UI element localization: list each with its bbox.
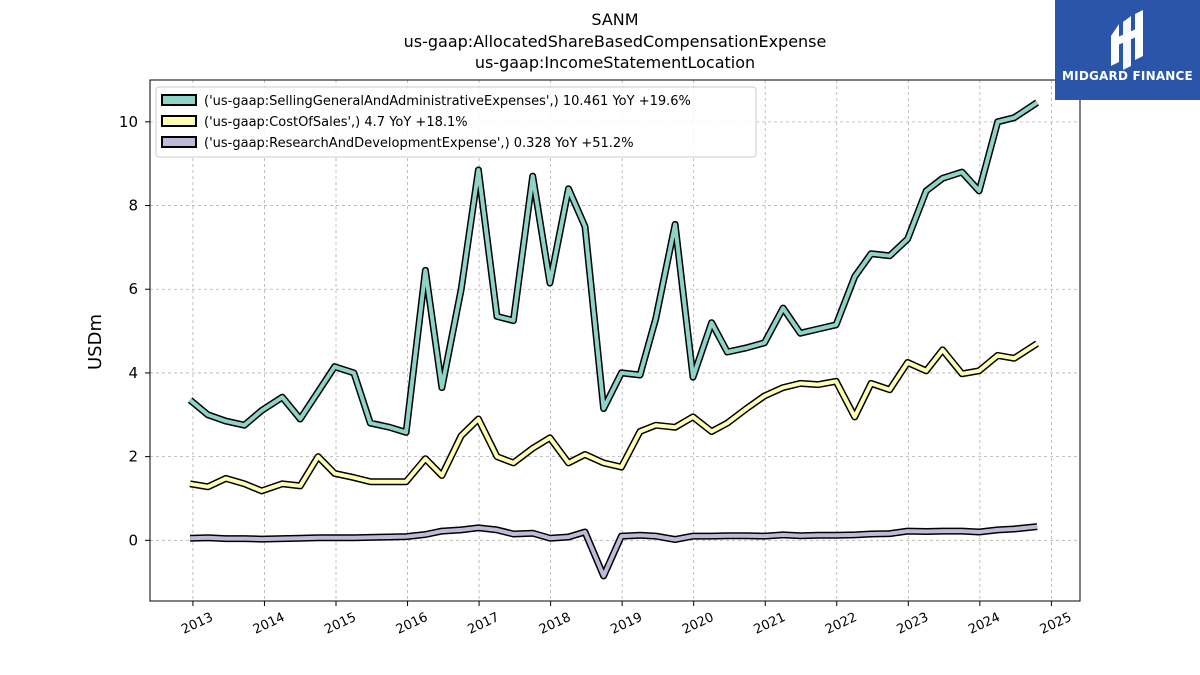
legend: ('us-gaap:SellingGeneralAndAdministrativ…: [155, 86, 757, 158]
x-tick-label: 2023: [895, 610, 931, 638]
x-tick-label: 2019: [609, 610, 645, 638]
plot-frame: [149, 79, 1081, 602]
y-tick-label: 4: [128, 364, 138, 382]
legend-swatch: [161, 115, 197, 127]
x-tick-label: 2022: [823, 610, 859, 638]
y-tick-label: 2: [128, 448, 138, 466]
x-tick-label: 2015: [322, 610, 358, 638]
legend-label: ('us-gaap:ResearchAndDevelopmentExpense'…: [204, 136, 634, 151]
x-tick-label: 2020: [680, 610, 716, 638]
x-tick-label: 2021: [752, 610, 788, 638]
y-axis-label: USDm: [85, 314, 106, 370]
chart-subtitle-location: us-gaap:IncomeStatementLocation: [474, 53, 756, 72]
logo-text: MIDGARD FINANCE: [1062, 69, 1193, 83]
grid-layer: [150, 80, 1080, 601]
series-line: [190, 524, 1038, 578]
x-tick-label: 2025: [1038, 610, 1074, 638]
legend-swatch: [161, 136, 197, 148]
series-line: [188, 100, 1039, 435]
logo-mark-icon: [1111, 10, 1143, 70]
legend-swatch: [161, 94, 197, 106]
y-tick-label: 0: [128, 531, 138, 549]
x-tick-label: 2024: [966, 610, 1002, 638]
series-line: [189, 341, 1039, 493]
x-tick-label: 2017: [465, 610, 501, 638]
x-tick-label: 2016: [394, 610, 430, 638]
midgard-finance-logo: MIDGARD FINANCE: [1055, 0, 1200, 100]
y-tick-label: 10: [119, 113, 138, 131]
legend-box: [155, 86, 757, 158]
chart-title: SANM: [591, 10, 639, 29]
y-tick-label: 6: [128, 280, 138, 298]
x-tick-label: 2014: [251, 610, 287, 638]
chart-subtitle-concept: us-gaap:AllocatedShareBasedCompensationE…: [403, 32, 827, 51]
y-tick-label: 8: [128, 197, 138, 215]
x-tick-label: 2013: [179, 610, 215, 638]
legend-label: ('us-gaap:SellingGeneralAndAdministrativ…: [204, 94, 691, 109]
x-tick-label: 2018: [537, 610, 573, 638]
legend-label: ('us-gaap:CostOfSales',) 4.7 YoY +18.1%: [204, 115, 468, 130]
series-lines: [187, 99, 1040, 580]
